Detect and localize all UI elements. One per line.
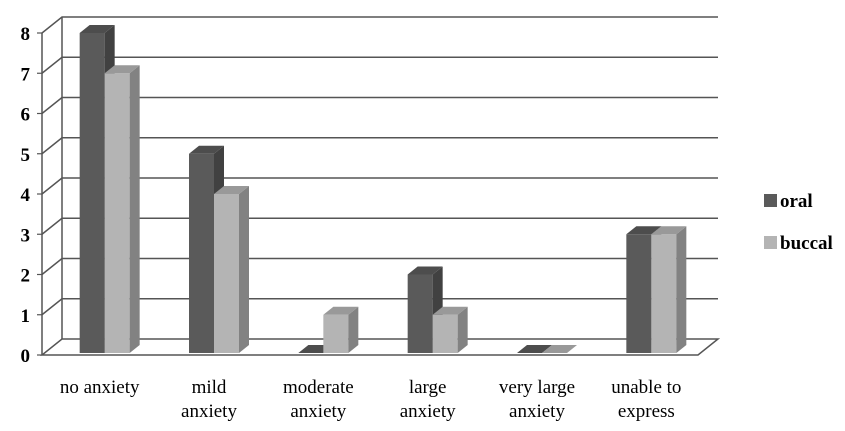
bar-side: [676, 226, 687, 353]
bar-buccal-0: [104, 65, 140, 353]
bar-front: [626, 234, 652, 353]
y-tick-label: 3: [21, 225, 31, 246]
bar-top: [542, 345, 577, 353]
legend: oral buccal: [764, 191, 833, 254]
gridline: [41, 137, 718, 155]
x-tick-label-line: very large: [499, 377, 575, 398]
bar-front: [323, 314, 349, 353]
bar-top: [79, 25, 115, 33]
bar-side: [457, 306, 468, 353]
bar-front: [189, 153, 214, 353]
legend-swatch-buccal: [764, 236, 777, 249]
y-tick-label: 2: [21, 266, 31, 287]
bar-buccal-2: [323, 306, 359, 353]
y-tick-label: 8: [21, 24, 31, 45]
bar-buccal-4: [542, 345, 577, 353]
bar-top: [214, 186, 249, 194]
bar-side: [348, 306, 359, 353]
gridlines: [41, 16, 718, 316]
gridline: [41, 96, 718, 115]
x-tick-label-line: anxiety: [400, 401, 456, 422]
x-tick-label: no anxiety: [60, 377, 140, 398]
bar-front: [214, 194, 239, 353]
y-tick-label: 4: [21, 185, 31, 206]
bar-buccal-3: [432, 306, 468, 353]
bar-buccal-1: [214, 186, 249, 353]
bar-top: [517, 345, 552, 353]
x-tick-label-line: express: [618, 401, 675, 422]
y-tick-label: 7: [21, 64, 31, 85]
x-tick-label-line: no anxiety: [60, 377, 140, 398]
x-tick-label-line: anxiety: [181, 401, 237, 422]
bar-front: [407, 274, 433, 353]
bar-top: [432, 306, 468, 315]
y-axis-ticks: 0 1 2 3 4 5 6 7 8: [21, 24, 42, 367]
bar-front: [104, 73, 130, 353]
bar-top: [104, 65, 140, 74]
gridline: [41, 217, 718, 235]
bar-top: [651, 226, 687, 235]
bar-oral-4: [517, 345, 552, 353]
bars: [79, 25, 687, 353]
y-tick-label: 1: [21, 306, 31, 327]
bar-top: [626, 226, 662, 235]
legend-label-oral: oral: [780, 191, 813, 212]
x-tick-label-line: large: [409, 377, 447, 398]
chart-floor: [39, 338, 721, 356]
legend-swatch-oral: [764, 194, 777, 207]
x-tick-label-line: moderate: [283, 377, 354, 398]
bar-top: [189, 145, 224, 154]
y-tick-label: 0: [21, 346, 31, 367]
x-tick-label-line: unable to: [611, 377, 681, 398]
chart-walls: [39, 17, 721, 356]
gridline: [41, 16, 718, 34]
bar-buccal-5: [651, 226, 687, 353]
bar-front: [651, 234, 677, 353]
x-tick-label: large anxiety: [400, 377, 456, 422]
gridline: [41, 257, 718, 276]
bar-side: [239, 186, 249, 353]
bar-side: [129, 65, 140, 353]
bar-front: [79, 33, 105, 353]
x-tick-label-line: mild: [192, 377, 227, 398]
bar-top: [407, 266, 443, 275]
x-tick-label-line: anxiety: [509, 401, 565, 422]
y-tick-label: 6: [21, 105, 31, 126]
y-tick-label: 5: [21, 145, 31, 166]
legend-label-buccal: buccal: [780, 233, 833, 254]
gridline: [41, 298, 718, 316]
x-tick-label: moderate anxiety: [283, 377, 354, 422]
x-tick-label: unable to express: [611, 377, 681, 422]
gridline: [41, 177, 718, 195]
gridline: [41, 56, 718, 74]
x-tick-label: mild anxiety: [181, 377, 237, 422]
bar-top: [323, 306, 359, 315]
x-tick-label: very large anxiety: [499, 377, 575, 422]
bar-front: [432, 314, 458, 353]
x-tick-label-line: anxiety: [290, 401, 346, 422]
